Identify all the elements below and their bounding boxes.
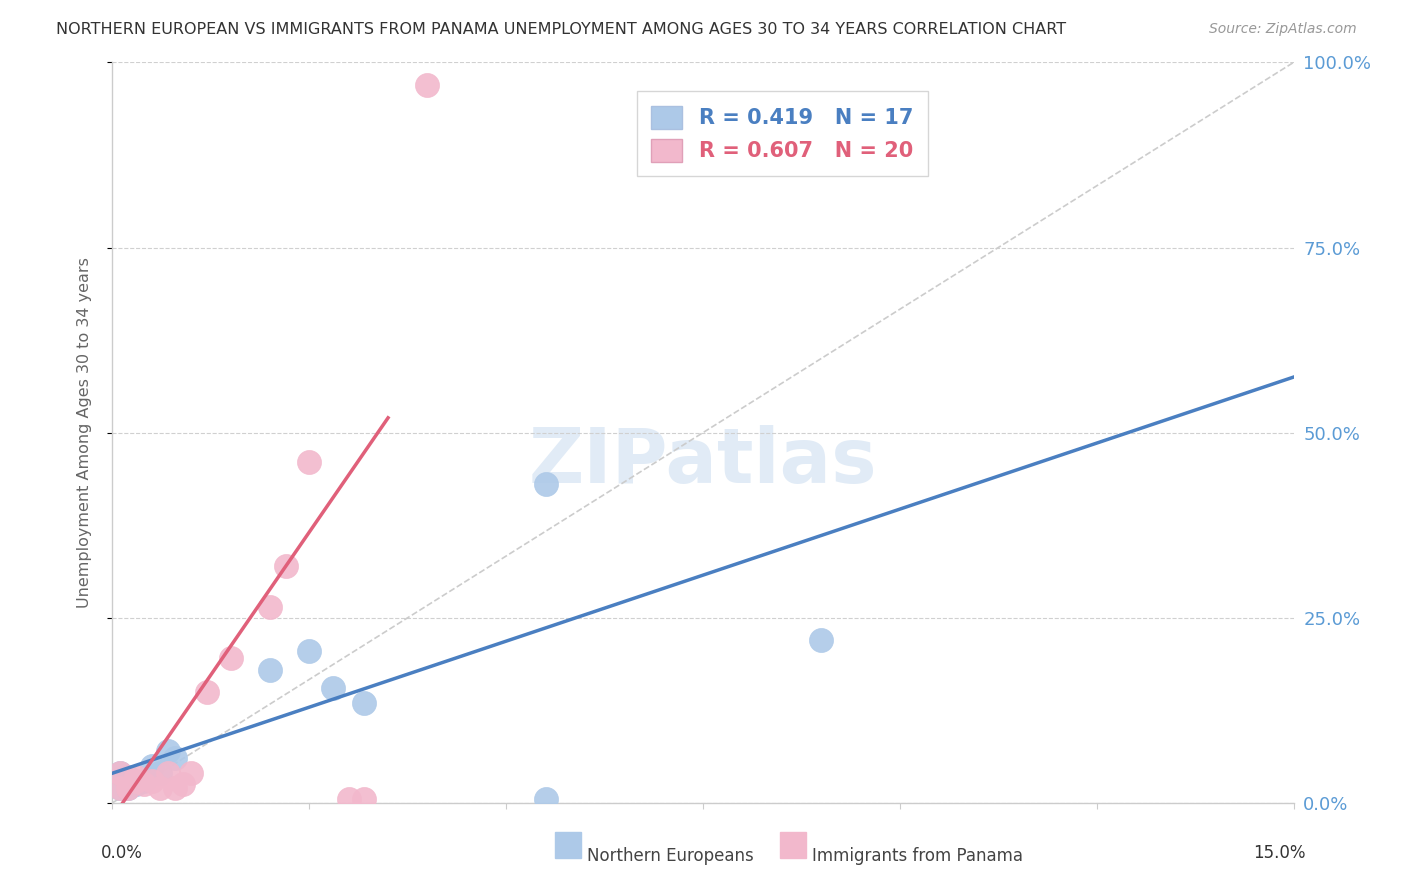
Point	[165, 780, 187, 795]
Legend: R = 0.419   N = 17, R = 0.607   N = 20: R = 0.419 N = 17, R = 0.607 N = 20	[637, 91, 928, 177]
Text: NORTHERN EUROPEAN VS IMMIGRANTS FROM PANAMA UNEMPLOYMENT AMONG AGES 30 TO 34 YEA: NORTHERN EUROPEAN VS IMMIGRANTS FROM PAN…	[56, 22, 1066, 37]
Point	[534, 477, 557, 491]
Point	[337, 792, 360, 806]
Point	[149, 766, 172, 780]
Point	[125, 773, 148, 788]
Point	[195, 685, 218, 699]
Point	[110, 780, 132, 795]
Point	[141, 758, 163, 772]
Text: 0.0%: 0.0%	[101, 844, 142, 862]
Text: ZIPatlas: ZIPatlas	[529, 425, 877, 500]
Point	[117, 780, 139, 795]
FancyBboxPatch shape	[780, 832, 806, 858]
Point	[534, 792, 557, 806]
Point	[259, 599, 281, 614]
Point	[132, 773, 155, 788]
Point	[353, 696, 375, 710]
Point	[298, 644, 321, 658]
Point	[810, 632, 832, 647]
Point	[172, 777, 194, 791]
Point	[259, 663, 281, 677]
Text: 15.0%: 15.0%	[1253, 844, 1305, 862]
Point	[125, 770, 148, 784]
Point	[125, 777, 148, 791]
Point	[110, 766, 132, 780]
Point	[156, 744, 179, 758]
Point	[117, 780, 139, 795]
Text: Immigrants from Panama: Immigrants from Panama	[811, 847, 1022, 865]
Point	[149, 780, 172, 795]
Point	[156, 766, 179, 780]
Point	[117, 770, 139, 784]
Point	[274, 558, 297, 573]
Point	[165, 751, 187, 765]
Point	[219, 651, 242, 665]
Y-axis label: Unemployment Among Ages 30 to 34 years: Unemployment Among Ages 30 to 34 years	[77, 257, 91, 608]
Point	[180, 766, 202, 780]
Point	[110, 780, 132, 795]
Point	[110, 766, 132, 780]
Point	[298, 455, 321, 469]
Text: Northern Europeans: Northern Europeans	[588, 847, 754, 865]
Point	[141, 773, 163, 788]
Point	[416, 78, 439, 92]
FancyBboxPatch shape	[555, 832, 581, 858]
Point	[353, 792, 375, 806]
Point	[132, 777, 155, 791]
Point	[322, 681, 344, 695]
Text: Source: ZipAtlas.com: Source: ZipAtlas.com	[1209, 22, 1357, 37]
